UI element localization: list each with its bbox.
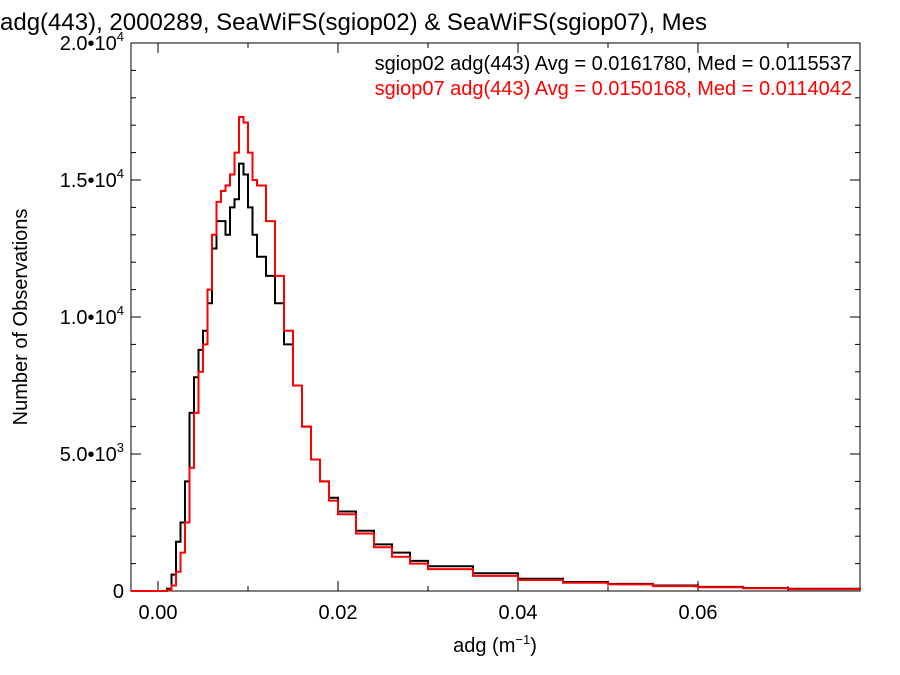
- plot-frame: [130, 42, 861, 592]
- axis-ticks: [131, 42, 860, 592]
- y-tick-label: 2.0•104: [60, 29, 124, 55]
- x-tick-label: 0.00: [139, 602, 178, 624]
- chart-title: adg(443), 2000289, SeaWiFS(sgiop02) & Se…: [0, 9, 707, 36]
- y-tick-label-exponent: 4: [117, 166, 124, 181]
- y-tick-label-base: 1.5•10: [60, 170, 117, 192]
- y-tick-label-base: 5.0•10: [60, 444, 117, 466]
- y-tick-label: 1.5•104: [60, 166, 124, 192]
- y-tick-label: 0: [113, 581, 124, 603]
- legend-entry: sgiop07 adg(443) Avg = 0.0150168, Med = …: [375, 78, 852, 100]
- series-line-1: [131, 162, 861, 592]
- y-tick-label-exponent: 4: [117, 29, 124, 44]
- y-tick-label-base: 2.0•10: [60, 33, 117, 55]
- legend-entry: sgiop02 adg(443) Avg = 0.0161780, Med = …: [375, 53, 852, 75]
- x-tick-label: 0.04: [499, 602, 538, 624]
- y-tick-label-exponent: 3: [117, 440, 124, 455]
- x-tick-label: 0.02: [319, 602, 358, 624]
- y-tick-label-base: 0: [113, 581, 124, 603]
- x-axis-label: adg (m−1): [453, 632, 537, 657]
- legend: sgiop02 adg(443) Avg = 0.0161780, Med = …: [375, 53, 852, 100]
- y-tick-label: 1.0•104: [60, 303, 124, 329]
- series-lines: [131, 116, 861, 592]
- y-axis-label: Number of Observations: [10, 209, 32, 426]
- y-tick-label-exponent: 4: [117, 303, 124, 318]
- series-line-2: [131, 116, 861, 592]
- y-tick-label-base: 1.0•10: [60, 307, 117, 329]
- y-tick-label: 5.0•103: [60, 440, 124, 466]
- x-tick-label: 0.06: [679, 602, 718, 624]
- x-tick-labels: 0.00 0.02 0.04 0.06: [139, 602, 718, 624]
